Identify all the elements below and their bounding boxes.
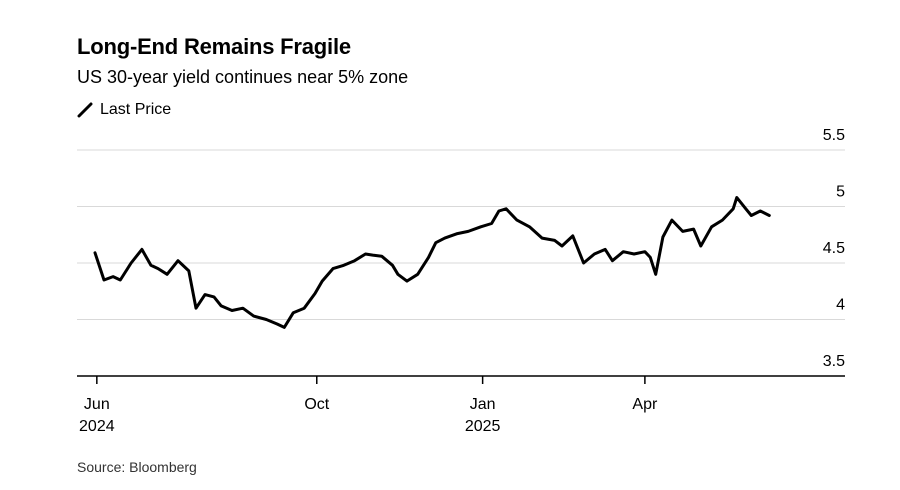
data-point bbox=[187, 270, 190, 272]
data-point bbox=[242, 307, 244, 310]
data-point bbox=[265, 318, 268, 321]
data-point bbox=[622, 250, 625, 253]
data-point bbox=[204, 293, 206, 296]
data-point bbox=[699, 245, 702, 247]
data-point bbox=[321, 280, 323, 282]
data-point bbox=[649, 256, 652, 259]
data-point bbox=[292, 311, 295, 314]
data-point bbox=[252, 315, 255, 317]
source-note: Source: Bloomberg bbox=[77, 459, 197, 475]
data-point bbox=[671, 219, 673, 221]
data-point bbox=[119, 279, 122, 281]
data-point bbox=[314, 292, 316, 295]
data-point bbox=[103, 279, 105, 281]
data-point bbox=[283, 326, 286, 329]
data-point bbox=[343, 264, 345, 267]
data-point bbox=[371, 254, 374, 256]
data-point bbox=[541, 237, 543, 239]
data-point bbox=[150, 264, 152, 267]
data-point bbox=[416, 273, 419, 276]
data-point bbox=[220, 305, 223, 307]
data-point bbox=[654, 273, 657, 276]
data-point bbox=[710, 226, 713, 228]
data-point bbox=[768, 214, 771, 217]
data-point bbox=[611, 259, 614, 262]
data-point bbox=[561, 245, 563, 247]
data-point bbox=[498, 210, 500, 212]
legend: Last Price bbox=[77, 101, 171, 119]
x-tick-label: Apr bbox=[632, 396, 658, 413]
legend-label: Last Price bbox=[100, 101, 172, 118]
y-tick-label: 5 bbox=[836, 184, 845, 201]
series-line-0 bbox=[93, 196, 771, 329]
data-point bbox=[633, 253, 635, 255]
data-point bbox=[130, 262, 132, 264]
data-point bbox=[397, 273, 399, 276]
data-point bbox=[391, 264, 394, 267]
data-point bbox=[434, 241, 437, 244]
x-tick-label: Jun bbox=[84, 396, 110, 413]
data-point bbox=[553, 239, 556, 242]
data-point bbox=[353, 259, 356, 262]
grid-lines bbox=[77, 149, 845, 320]
data-point bbox=[231, 309, 233, 312]
data-point bbox=[166, 273, 168, 276]
data-point bbox=[750, 214, 753, 217]
data-point bbox=[604, 248, 607, 251]
data-point bbox=[276, 323, 278, 325]
data-point bbox=[213, 296, 215, 298]
data-point bbox=[94, 252, 96, 254]
data-point bbox=[582, 262, 585, 264]
data-point bbox=[380, 255, 383, 258]
data-point bbox=[745, 207, 747, 210]
data-point bbox=[456, 232, 459, 235]
data-point bbox=[406, 280, 408, 282]
data-point bbox=[332, 267, 334, 270]
data-point bbox=[505, 207, 507, 210]
x-tick-label: Jan bbox=[470, 396, 496, 413]
chart-subtitle: US 30-year yield continues near 5% zone bbox=[77, 67, 409, 87]
data-point bbox=[759, 210, 762, 212]
data-point bbox=[112, 275, 114, 278]
data-point bbox=[141, 248, 143, 251]
data-point bbox=[593, 253, 596, 255]
data-point bbox=[736, 196, 738, 199]
y-axis-ticks: 3.5 4 4.5 5 5.5 bbox=[823, 127, 845, 370]
data-point bbox=[490, 222, 493, 225]
data-point bbox=[571, 235, 574, 237]
x-tick-sublabel: 2025 bbox=[465, 418, 501, 435]
data-point bbox=[662, 236, 664, 238]
data-point bbox=[732, 207, 735, 210]
data-point bbox=[644, 250, 646, 253]
data-point bbox=[177, 259, 179, 262]
data-point bbox=[443, 237, 446, 239]
legend-swatch-icon bbox=[77, 102, 93, 118]
data-point bbox=[516, 219, 518, 221]
data-point bbox=[195, 307, 197, 310]
x-tick-sublabel: 2024 bbox=[79, 418, 115, 435]
data-point bbox=[467, 230, 470, 233]
chart-title: Long-End Remains Fragile bbox=[77, 34, 351, 59]
x-tick-label: Oct bbox=[304, 396, 329, 413]
y-tick-label: 4 bbox=[836, 297, 845, 314]
data-point bbox=[721, 219, 724, 221]
data-point bbox=[364, 253, 367, 255]
data-point bbox=[427, 256, 430, 259]
data-point bbox=[157, 267, 159, 270]
y-tick-label: 3.5 bbox=[823, 353, 845, 370]
data-point bbox=[528, 226, 531, 228]
data-point bbox=[692, 228, 695, 230]
y-tick-label: 5.5 bbox=[823, 127, 845, 144]
data-point bbox=[303, 307, 305, 310]
data-point bbox=[681, 230, 684, 233]
series-group bbox=[93, 196, 771, 329]
x-axis: Jun 2024 Oct Jan 2025 Apr bbox=[77, 375, 845, 435]
y-tick-label: 4.5 bbox=[823, 240, 845, 257]
data-point bbox=[480, 226, 482, 228]
